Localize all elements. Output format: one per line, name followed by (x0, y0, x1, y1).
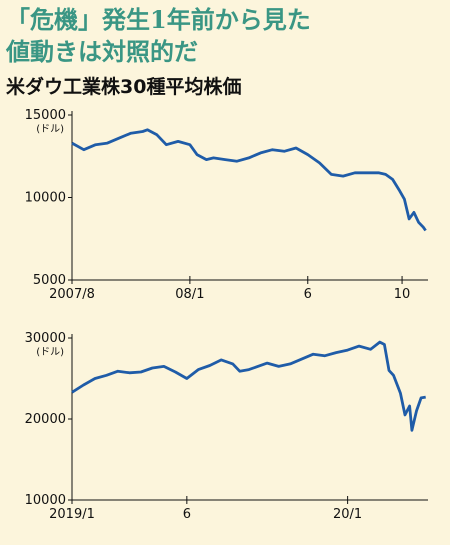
x-tick-label: 08/1 (175, 287, 204, 302)
x-tick-label: 2007/8 (49, 287, 95, 302)
y-tick-label: 30000 (25, 331, 66, 346)
x-tick-label: 6 (304, 287, 312, 302)
data-line (71, 340, 426, 432)
x-tick-label: 10 (394, 287, 411, 302)
title-line: 値動きは対照的だ (5, 37, 198, 66)
title-line: 「危機」発生1年前から見た (6, 5, 311, 34)
x-tick-label: 20/1 (333, 507, 362, 522)
y-unit-label: (ドル) (36, 124, 64, 135)
y-tick-label: 20000 (25, 412, 66, 427)
y-unit-label: (ドル) (36, 347, 64, 358)
y-tick-label: 10000 (25, 493, 66, 508)
subtitle: 米ダウ工業株30種平均株価 (6, 75, 241, 98)
x-tick-label: 6 (183, 507, 191, 522)
y-tick-label: 5000 (33, 273, 66, 288)
y-tick-label: 10000 (25, 191, 66, 206)
y-tick-label: 15000 (25, 108, 66, 123)
data-line (71, 128, 427, 232)
x-tick-label: 2019/1 (49, 507, 95, 522)
